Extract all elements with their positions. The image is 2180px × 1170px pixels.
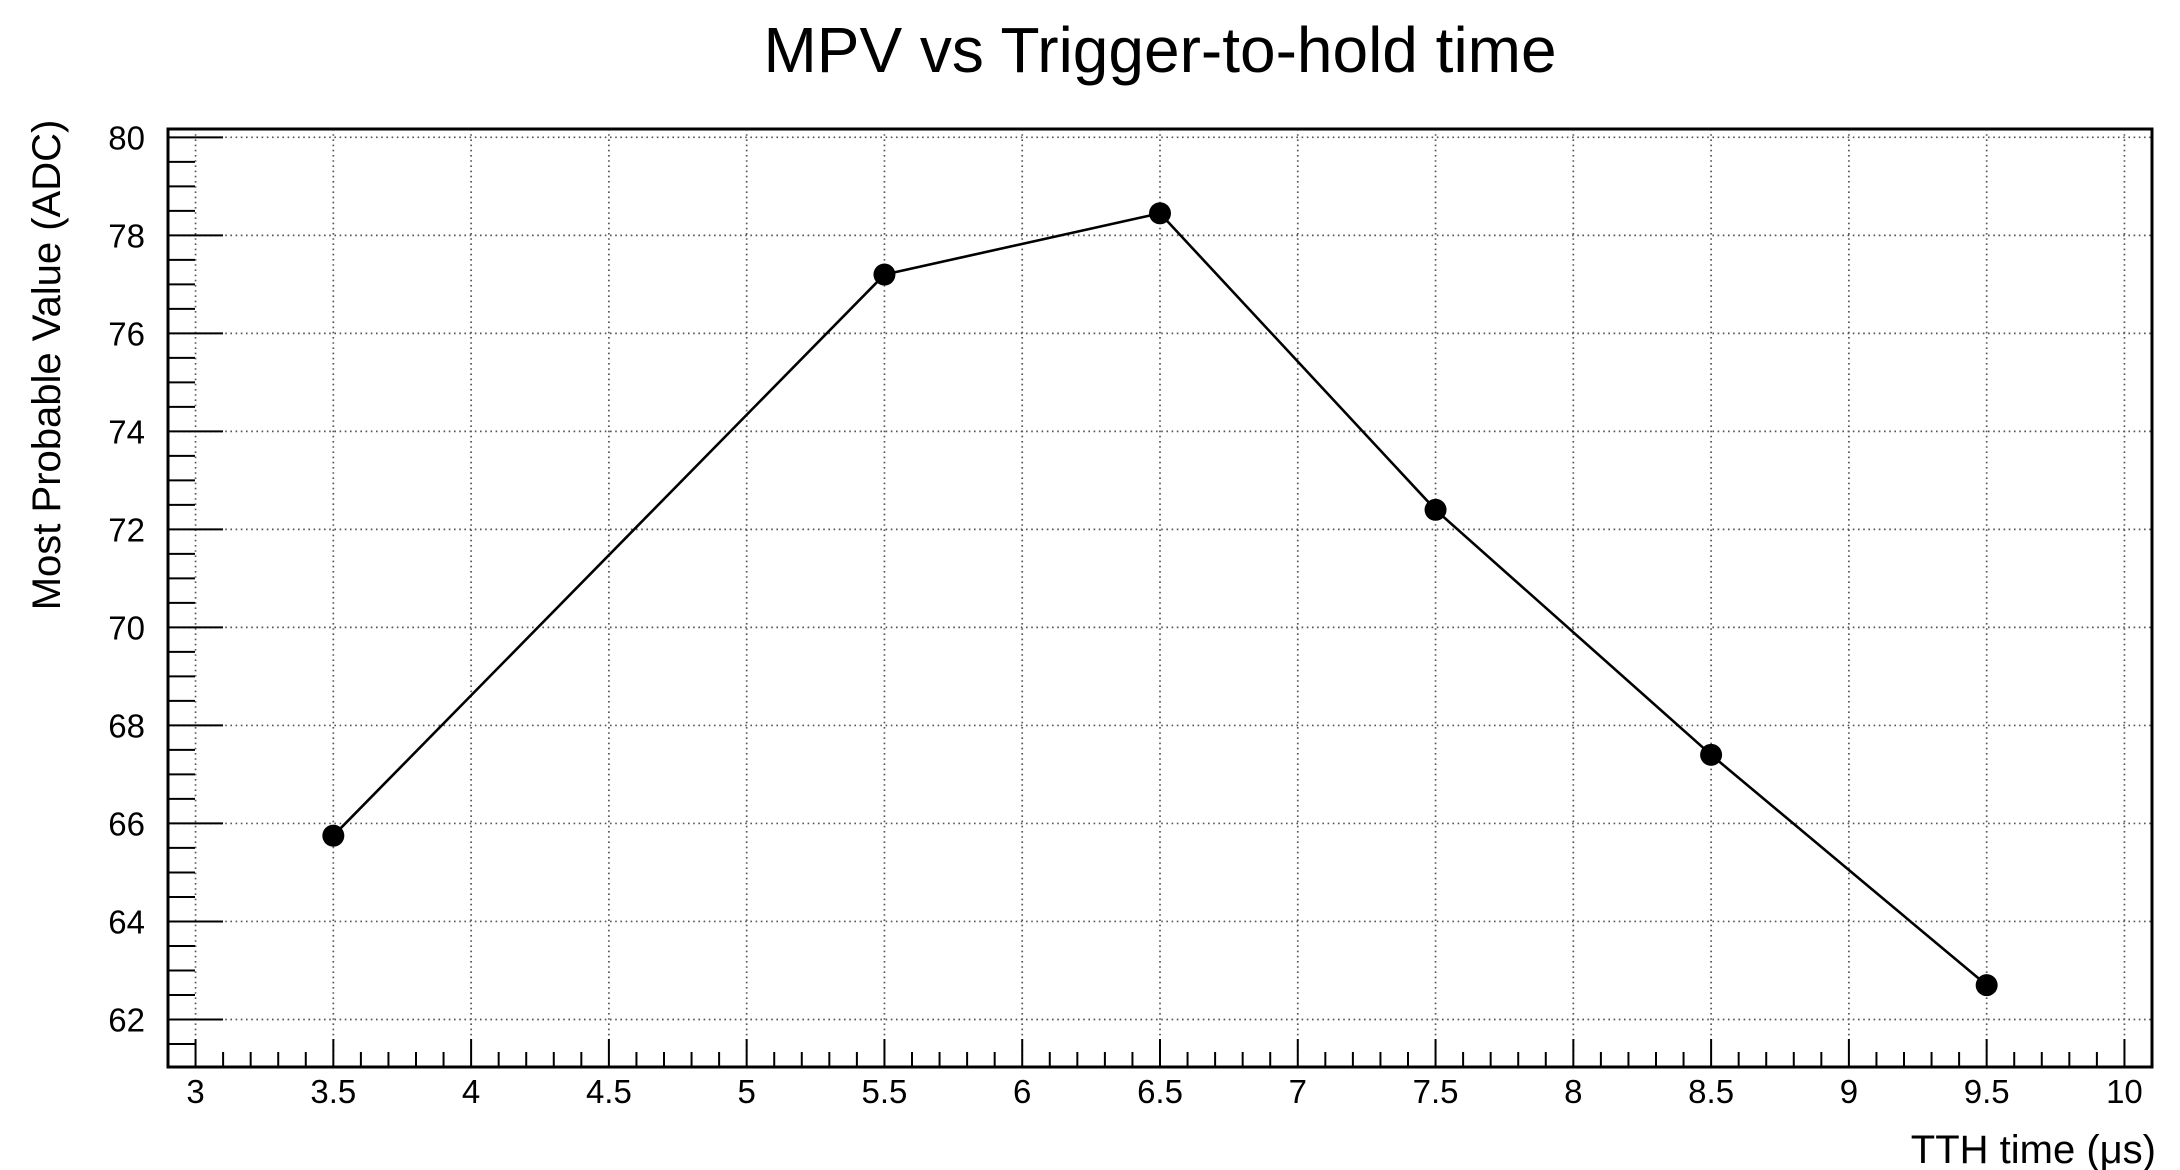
x-grid: [194, 129, 2126, 1067]
data-point-marker: [322, 824, 345, 847]
x-axis-title: TTH time (μs): [1911, 1128, 2156, 1170]
series-line: [332, 211, 1988, 987]
x-tick-label: 4.5: [586, 1073, 632, 1110]
data-point-marker: [1149, 202, 1171, 225]
x-tick-label: 7.5: [1413, 1073, 1459, 1110]
chart-title: MPV vs Trigger-to-hold time: [763, 14, 1556, 86]
y-tick-label: 64: [108, 903, 145, 940]
data-point-marker: [1700, 743, 1723, 766]
y-tick-label: 62: [108, 1001, 145, 1038]
y-tick-label: 66: [108, 805, 145, 842]
x-tick-label: 5: [737, 1073, 755, 1110]
data-point-marker: [1975, 974, 1998, 997]
series-polyline: [332, 211, 1988, 987]
data-point-marker: [873, 263, 896, 286]
y-tick-labels: 62 64 66 68 70 72 74 76 78 80: [108, 119, 145, 1038]
x-tick-label: 3.5: [310, 1073, 356, 1110]
x-tick-labels: 3 3.5 4 4.5 5 5.5 6 6.5 7 7.5 8 8.5 9 9.5 10: [186, 1073, 2142, 1110]
x-tick-label: 7: [1289, 1073, 1307, 1110]
x-tick-label: 10: [2106, 1073, 2143, 1110]
series-markers: [322, 202, 1998, 997]
x-tick-label: 3: [186, 1073, 204, 1110]
x-tick-label: 9: [1840, 1073, 1858, 1110]
data-point-marker: [1424, 498, 1447, 521]
y-tick-label: 76: [108, 315, 145, 352]
x-tick-label: 6: [1013, 1073, 1031, 1110]
y-tick-label: 68: [108, 707, 145, 744]
x-tick-label: 8: [1564, 1073, 1582, 1110]
y-axis-ticks: [168, 136, 223, 1045]
x-tick-label: 9.5: [1964, 1073, 2010, 1110]
y-axis-title: Most Probable Value (ADC): [25, 120, 69, 611]
y-tick-label: 80: [108, 119, 145, 156]
y-tick-label: 72: [108, 511, 145, 548]
plot-frame: [166, 127, 2154, 1069]
x-tick-label: 4: [462, 1073, 480, 1110]
y-tick-label: 70: [108, 609, 145, 646]
x-tick-label: 5.5: [862, 1073, 908, 1110]
x-axis-ticks: [194, 1039, 2126, 1067]
y-tick-label: 78: [108, 217, 145, 254]
y-tick-label: 74: [108, 413, 145, 450]
x-tick-label: 6.5: [1137, 1073, 1183, 1110]
x-tick-label: 8.5: [1688, 1073, 1734, 1110]
